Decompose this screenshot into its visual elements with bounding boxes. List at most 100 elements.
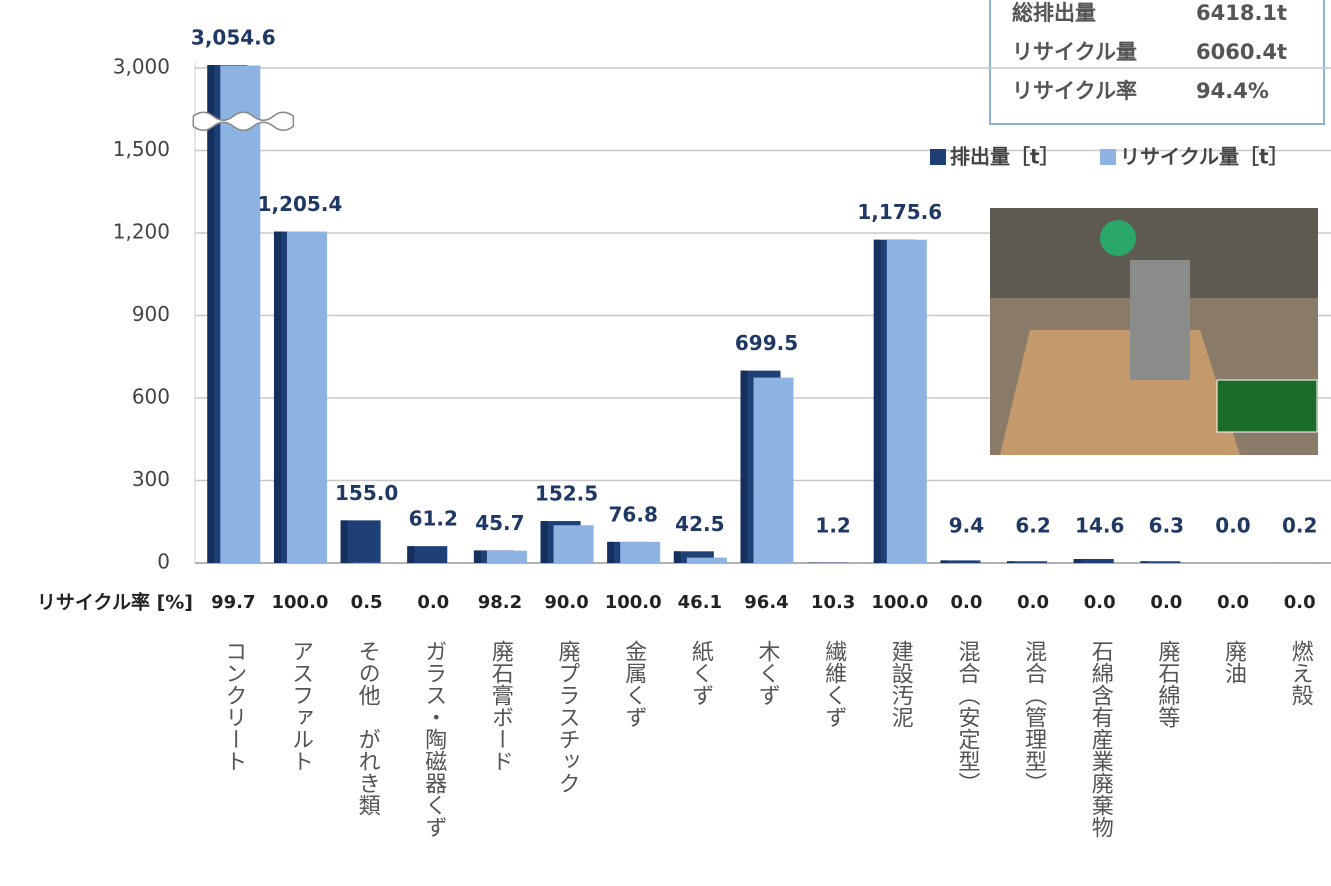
value-label: 1,205.4 <box>258 192 343 216</box>
category-label: コンクリート <box>221 640 246 772</box>
category-label: 廃油 <box>1221 640 1247 684</box>
bar-shade <box>607 541 615 563</box>
category-label: 紙くず <box>688 640 714 706</box>
legend-swatch <box>930 149 946 165</box>
recycle-rate: 98.2 <box>478 592 522 613</box>
bar-shade <box>873 239 881 563</box>
bar <box>673 551 714 563</box>
bar-shade <box>473 550 481 563</box>
recycle-rate: 0.0 <box>1217 592 1249 613</box>
bar-shade <box>1007 561 1015 563</box>
bar-shade <box>273 231 281 563</box>
summary-value: 94.4% <box>1196 79 1269 103</box>
bar <box>220 65 261 564</box>
category-label: 建設汚泥 <box>888 640 914 728</box>
bar-shade <box>673 551 681 563</box>
category-label: 廃石膏ボード <box>488 640 514 772</box>
bar <box>553 525 594 563</box>
recycle-rate: 46.1 <box>678 592 722 613</box>
recycle-rate: 100.0 <box>272 592 329 613</box>
category-label: 繊維くず <box>821 640 847 728</box>
bar-shade <box>207 64 215 563</box>
bar <box>1007 561 1048 563</box>
recycle-rate: 100.0 <box>871 592 928 613</box>
value-label: 45.7 <box>475 511 524 535</box>
summary-key: リサイクル率 <box>1012 79 1137 103</box>
bar-shade <box>540 521 548 563</box>
y-tick-label: 900 <box>132 302 170 326</box>
y-tick-label: 1,200 <box>113 220 170 244</box>
recycle-rate: 0.0 <box>1084 592 1116 613</box>
y-tick-label: 1,500 <box>113 137 170 161</box>
recycle-rate: 0.0 <box>950 592 982 613</box>
value-label: 14.6 <box>1075 514 1124 538</box>
category-label: 金属くず <box>621 640 647 728</box>
bar-shade <box>940 560 948 563</box>
recycle-rate: 0.5 <box>351 592 383 613</box>
rate-row-label: リサイクル率 [%] <box>37 591 193 614</box>
bar <box>686 557 727 563</box>
bar <box>1140 561 1181 563</box>
legend-label: 排出量［t］ <box>950 145 1060 169</box>
legend-label: リサイクル量［t］ <box>1120 145 1289 169</box>
bar-shade <box>340 520 348 563</box>
value-label: 152.5 <box>535 482 598 506</box>
category-label: アスファルト <box>288 640 313 772</box>
value-label: 6.3 <box>1149 514 1184 538</box>
bar-shade <box>740 370 748 563</box>
recycle-rate: 0.0 <box>1017 592 1049 613</box>
value-label: 42.5 <box>675 512 724 536</box>
summary-key: 総排出量 <box>1012 1 1096 25</box>
summary-value: 6418.1t <box>1196 1 1287 25</box>
recycle-rate: 0.0 <box>1284 592 1316 613</box>
value-label: 3,054.6 <box>191 25 276 49</box>
bar <box>886 239 927 563</box>
bar-shade <box>1140 561 1148 563</box>
bar-shade <box>407 546 415 563</box>
category-label: 木くず <box>755 640 781 706</box>
category-label: 混合（管理型） <box>1021 640 1047 794</box>
y-tick-label: 600 <box>132 385 170 409</box>
category-label: 廃石綿等 <box>1154 640 1180 728</box>
legend-swatch <box>1100 149 1116 165</box>
value-label: 699.5 <box>735 331 798 355</box>
bar-shade <box>1073 558 1081 563</box>
summary-box <box>989 0 1325 125</box>
category-label: 石綿含有産業廃棄物 <box>1088 640 1114 838</box>
summary-key: リサイクル量 <box>1012 40 1137 64</box>
axis-break <box>192 111 295 131</box>
value-label: 0.2 <box>1282 514 1317 538</box>
recycle-rate: 0.0 <box>1150 592 1182 613</box>
value-label: 155.0 <box>335 481 398 505</box>
value-label: 61.2 <box>409 507 458 531</box>
bar <box>620 541 661 563</box>
bar <box>407 546 448 563</box>
recycle-rate: 0.0 <box>417 592 449 613</box>
value-label: 0.0 <box>1215 514 1250 538</box>
summary-value: 6060.4t <box>1196 40 1287 64</box>
y-tick-label: 3,000 <box>113 55 170 79</box>
recycle-rate: 96.4 <box>744 592 788 613</box>
value-label: 1.2 <box>815 514 850 538</box>
category-label: 廃プラスチック <box>555 640 581 794</box>
y-tick-label: 300 <box>132 467 170 491</box>
value-label: 1,175.6 <box>857 200 942 224</box>
value-label: 9.4 <box>949 514 984 538</box>
y-tick-label: 0 <box>157 550 170 574</box>
value-label: 6.2 <box>1015 514 1050 538</box>
category-label: ガラス・陶磁器くず <box>421 640 447 838</box>
category-label: 燃え殻 <box>1288 640 1314 706</box>
recycle-rate: 99.7 <box>211 592 255 613</box>
category-label: 混合（安定型） <box>954 640 980 794</box>
recycle-rate: 90.0 <box>544 592 588 613</box>
bar <box>940 560 981 563</box>
value-label: 76.8 <box>609 502 658 526</box>
photo <box>990 208 1318 455</box>
recycle-rate: 10.3 <box>811 592 855 613</box>
bar <box>486 550 527 563</box>
category-label: その他 がれき類 <box>355 640 381 816</box>
recycle-rate: 100.0 <box>605 592 662 613</box>
bar <box>753 377 794 563</box>
bar <box>286 231 327 563</box>
